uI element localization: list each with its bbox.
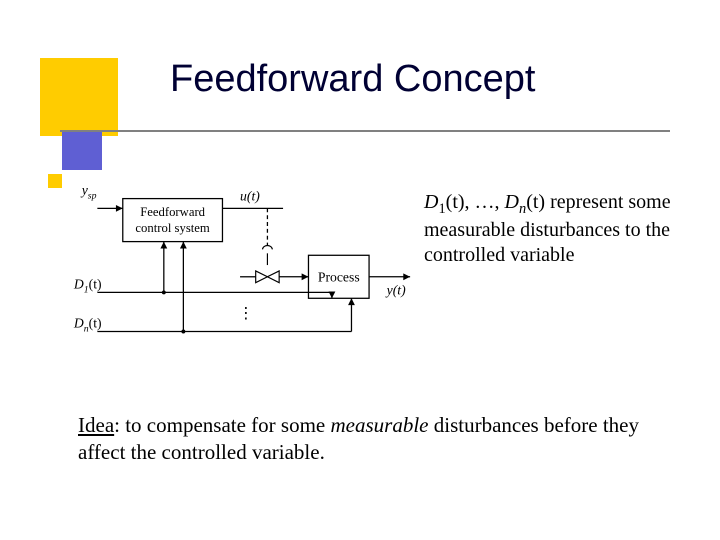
svg-text:Dn(t): Dn(t) bbox=[73, 316, 102, 335]
svg-text:Feedforward: Feedforward bbox=[140, 205, 205, 219]
svg-text:control system: control system bbox=[135, 221, 209, 235]
decor-blue-square bbox=[62, 130, 102, 170]
diagram-svg: Feedforward control system Process ysp u(t) y… bbox=[70, 175, 415, 360]
title-underline bbox=[60, 130, 670, 132]
decor-yellow-tiny bbox=[48, 174, 62, 188]
idea-text: Idea: to compensate for some measurable … bbox=[78, 412, 668, 467]
svg-text:⋮: ⋮ bbox=[238, 305, 254, 322]
decor-yellow-big bbox=[40, 58, 118, 136]
page-title: Feedforward Concept bbox=[170, 58, 535, 101]
disturbance-explanation: D1(t), …, Dn(t) represent some measurabl… bbox=[424, 190, 680, 268]
svg-text:ysp: ysp bbox=[80, 183, 97, 202]
svg-text:y(t): y(t) bbox=[385, 282, 406, 298]
svg-text:Process: Process bbox=[318, 270, 360, 285]
svg-text:D1(t): D1(t) bbox=[73, 277, 102, 296]
svg-text:u(t): u(t) bbox=[240, 189, 260, 205]
feedforward-diagram: Feedforward control system Process ysp u(t) y… bbox=[70, 175, 415, 360]
